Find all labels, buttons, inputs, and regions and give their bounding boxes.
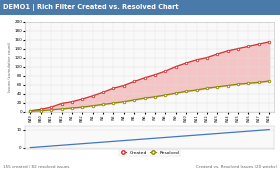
Y-axis label: Issues (cumulative count): Issues (cumulative count) (8, 41, 12, 92)
Text: 155 created / 82 resolved issues: 155 created / 82 resolved issues (3, 165, 69, 169)
Text: Created vs. Resolved Issues (20 weeks): Created vs. Resolved Issues (20 weeks) (196, 165, 277, 169)
Legend: Created, Resolved: Created, Resolved (119, 150, 180, 156)
Text: DEMO1 | Rich Filter Created vs. Resolved Chart: DEMO1 | Rich Filter Created vs. Resolved… (3, 4, 179, 11)
